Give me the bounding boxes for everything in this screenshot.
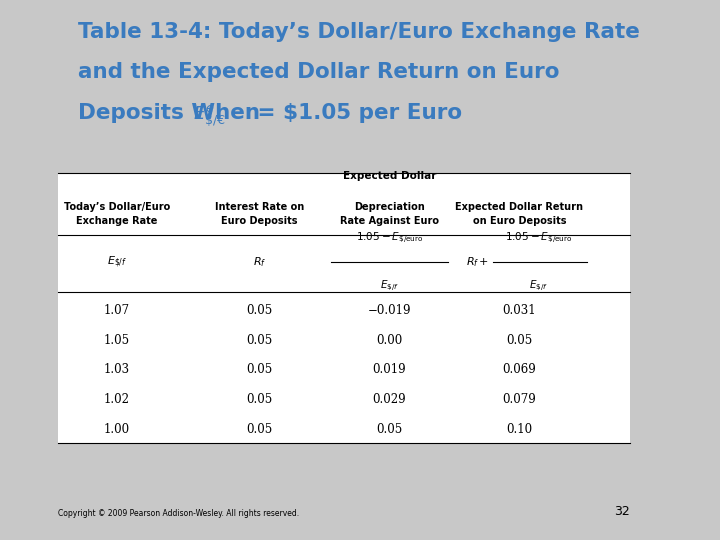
Text: 0.05: 0.05 <box>246 423 273 436</box>
Text: 0.05: 0.05 <box>246 363 273 376</box>
Text: $R_f +$: $R_f +$ <box>466 255 489 269</box>
Text: 0.05: 0.05 <box>506 334 533 347</box>
Text: 0.069: 0.069 <box>503 363 536 376</box>
Text: Copyright © 2009 Pearson Addison-Wesley. All rights reserved.: Copyright © 2009 Pearson Addison-Wesley.… <box>58 509 300 518</box>
Text: and the Expected Dollar Return on Euro: and the Expected Dollar Return on Euro <box>78 62 559 82</box>
Text: $E_{\$/f}$: $E_{\$/f}$ <box>529 279 549 293</box>
Text: 1.05: 1.05 <box>104 334 130 347</box>
Text: 0.05: 0.05 <box>246 393 273 406</box>
Text: 0.031: 0.031 <box>503 304 536 317</box>
Text: $E^e_{\$/€}$: $E^e_{\$/€}$ <box>194 103 226 127</box>
Text: $R_f$: $R_f$ <box>253 255 266 269</box>
Text: 0.079: 0.079 <box>503 393 536 406</box>
Text: 0.019: 0.019 <box>373 363 406 376</box>
Text: Expected Dollar Return
on Euro Deposits: Expected Dollar Return on Euro Deposits <box>455 202 583 226</box>
Text: 1.07: 1.07 <box>104 304 130 317</box>
Text: Interest Rate on
Euro Deposits: Interest Rate on Euro Deposits <box>215 202 305 226</box>
Text: 0.00: 0.00 <box>377 334 402 347</box>
Text: $1.05 - E_{\$/\text{\euro}}$: $1.05 - E_{\$/\text{\euro}}$ <box>505 231 572 245</box>
Text: = $1.05 per Euro: = $1.05 per Euro <box>250 103 462 123</box>
Text: Depreciation
Rate Against Euro: Depreciation Rate Against Euro <box>340 202 439 226</box>
Text: −0.019: −0.019 <box>368 304 411 317</box>
Text: Table 13-4: Today’s Dollar/Euro Exchange Rate: Table 13-4: Today’s Dollar/Euro Exchange… <box>78 22 640 42</box>
Text: $E_{\$/f}$: $E_{\$/f}$ <box>380 279 399 293</box>
Text: 0.10: 0.10 <box>506 423 532 436</box>
Text: 32: 32 <box>614 505 630 518</box>
Text: 0.05: 0.05 <box>246 304 273 317</box>
Text: Deposits When: Deposits When <box>78 103 267 123</box>
Text: 1.02: 1.02 <box>104 393 130 406</box>
Text: $E_{\$/f}$: $E_{\$/f}$ <box>107 254 127 269</box>
Text: 0.05: 0.05 <box>377 423 402 436</box>
Text: 0.029: 0.029 <box>373 393 406 406</box>
Text: 1.03: 1.03 <box>104 363 130 376</box>
Text: $1.05 - E_{\$/\text{\euro}}$: $1.05 - E_{\$/\text{\euro}}$ <box>356 231 423 245</box>
Text: Today’s Dollar/Euro
Exchange Rate: Today’s Dollar/Euro Exchange Rate <box>64 202 170 226</box>
Text: 1.00: 1.00 <box>104 423 130 436</box>
Text: Expected Dollar: Expected Dollar <box>343 171 436 181</box>
Text: 0.05: 0.05 <box>246 334 273 347</box>
